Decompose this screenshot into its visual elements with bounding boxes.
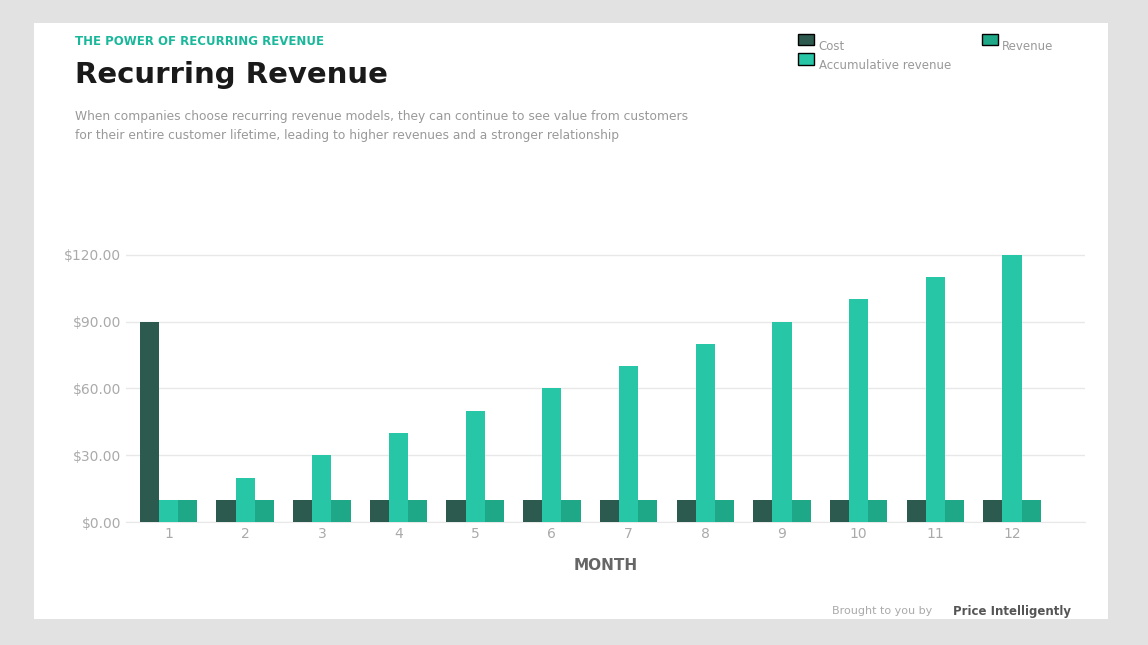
Bar xyxy=(907,500,925,522)
Bar xyxy=(523,500,542,522)
Bar xyxy=(332,500,350,522)
Bar xyxy=(850,299,868,522)
Bar xyxy=(140,321,158,522)
Bar xyxy=(255,500,274,522)
Bar xyxy=(1002,255,1022,522)
Bar xyxy=(484,500,504,522)
Bar xyxy=(542,388,561,522)
Text: THE POWER OF RECURRING REVENUE: THE POWER OF RECURRING REVENUE xyxy=(75,35,324,48)
Text: When companies choose recurring revenue models, they can continue to see value f: When companies choose recurring revenue … xyxy=(75,110,688,142)
Bar xyxy=(753,500,773,522)
Bar xyxy=(158,500,178,522)
Bar xyxy=(773,321,791,522)
Bar xyxy=(1022,500,1041,522)
Bar xyxy=(312,455,332,522)
Bar xyxy=(925,277,945,522)
Bar xyxy=(408,500,427,522)
Bar xyxy=(983,500,1002,522)
Bar xyxy=(599,500,619,522)
Bar xyxy=(466,411,484,522)
Bar xyxy=(293,500,312,522)
Bar xyxy=(235,478,255,522)
Text: Cost: Cost xyxy=(819,40,845,53)
Bar xyxy=(868,500,887,522)
Bar xyxy=(389,433,408,522)
Bar xyxy=(178,500,197,522)
Bar xyxy=(561,500,581,522)
Text: Recurring Revenue: Recurring Revenue xyxy=(75,61,388,89)
Text: Brought to you by: Brought to you by xyxy=(832,606,932,617)
Bar xyxy=(676,500,696,522)
Bar xyxy=(638,500,658,522)
Bar xyxy=(830,500,850,522)
Bar xyxy=(696,344,715,522)
Bar xyxy=(791,500,810,522)
Bar xyxy=(447,500,466,522)
X-axis label: MONTH: MONTH xyxy=(574,558,637,573)
Bar xyxy=(945,500,964,522)
Text: Accumulative revenue: Accumulative revenue xyxy=(819,59,951,72)
Bar xyxy=(370,500,389,522)
Text: Price Intelligently: Price Intelligently xyxy=(953,605,1071,618)
Bar xyxy=(715,500,734,522)
Bar xyxy=(216,500,235,522)
Text: Revenue: Revenue xyxy=(1002,40,1054,53)
Bar xyxy=(619,366,638,522)
